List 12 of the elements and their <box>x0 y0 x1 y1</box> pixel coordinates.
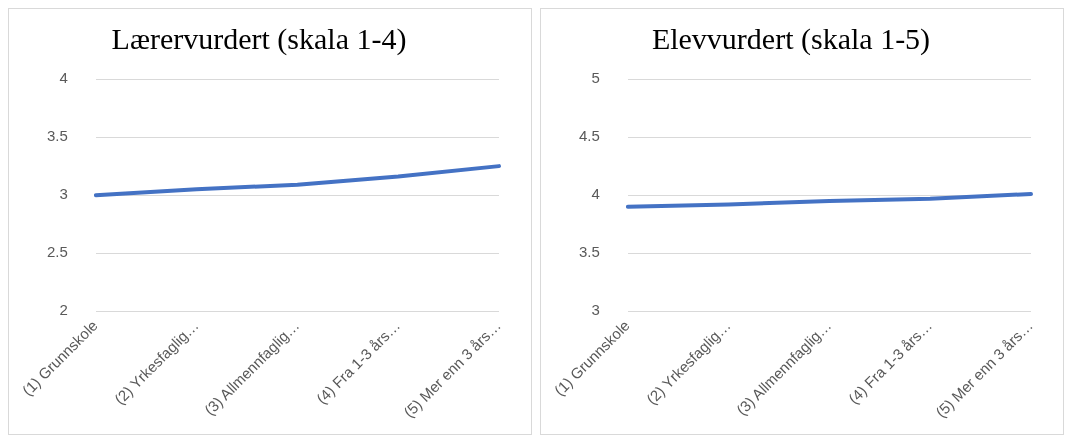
y-tick-label: 4 <box>591 185 600 203</box>
y-tick-label: 4 <box>59 69 68 87</box>
y-tick-label: 5 <box>591 69 600 87</box>
y-tick-label: 2.5 <box>46 243 68 261</box>
y-tick-label: 4.5 <box>578 127 600 145</box>
y-tick-label: 3.5 <box>578 243 600 261</box>
chart-title: Lærervurdert (skala 1-4) <box>111 21 407 56</box>
y-tick-label: 3.5 <box>46 127 68 145</box>
chart-title: Elevvurdert (skala 1-5) <box>651 21 931 56</box>
y-tick-label: 2 <box>59 301 68 319</box>
y-tick-label: 3 <box>59 185 68 203</box>
y-tick-label: 3 <box>591 301 600 319</box>
